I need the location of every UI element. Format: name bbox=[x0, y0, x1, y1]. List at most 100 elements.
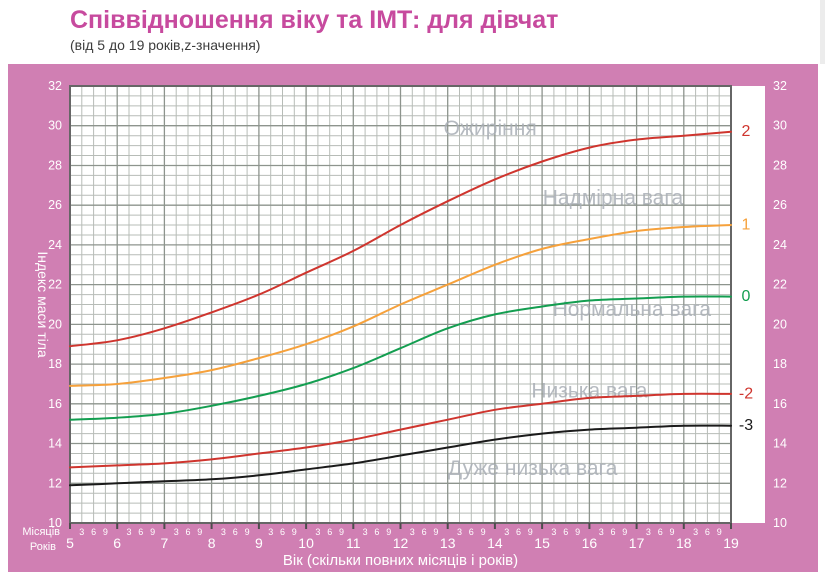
x-tick-month: 6 bbox=[563, 527, 568, 537]
zone-label-0: Ожиріння bbox=[444, 117, 537, 140]
x-tick-month: 6 bbox=[516, 527, 521, 537]
x-tick-year: 19 bbox=[723, 535, 739, 551]
x-tick-month: 3 bbox=[126, 527, 131, 537]
x-tick-month: 3 bbox=[504, 527, 509, 537]
x-tick-month: 6 bbox=[374, 527, 379, 537]
curve-z0 bbox=[69, 295, 732, 421]
curve-z-3 bbox=[69, 424, 732, 487]
x-tick-month: 9 bbox=[433, 527, 438, 537]
y-tick-left: 22 bbox=[48, 278, 62, 292]
x-tick-month: 6 bbox=[233, 527, 238, 537]
x-axis-title: Вік (скільки повних місяців і років) bbox=[283, 552, 518, 569]
x-tick-month: 9 bbox=[669, 527, 674, 537]
y-tick-right: 22 bbox=[773, 278, 787, 292]
x-tick-month: 6 bbox=[138, 527, 143, 537]
x-tick-month: 3 bbox=[646, 527, 651, 537]
x-axis-months-caption: Місяців bbox=[22, 526, 60, 538]
x-tick-year: 12 bbox=[393, 535, 409, 551]
x-axis-years-caption: Років bbox=[30, 541, 56, 553]
y-axis-title: Індекс маси тіла bbox=[35, 251, 51, 358]
y-tick-left: 14 bbox=[48, 437, 62, 451]
x-tick-month: 9 bbox=[292, 527, 297, 537]
page-edge-strip bbox=[820, 0, 825, 64]
y-tick-left: 18 bbox=[48, 357, 62, 371]
curve-label-z+1: 1 bbox=[742, 217, 751, 234]
curve-label-z0: 0 bbox=[742, 288, 751, 305]
x-tick-month: 6 bbox=[280, 527, 285, 537]
x-tick-month: 9 bbox=[481, 527, 486, 537]
chart-header: Співвідношення віку та ІМТ: для дівчат (… bbox=[70, 6, 770, 53]
y-tick-right: 24 bbox=[773, 238, 787, 252]
y-tick-right: 14 bbox=[773, 437, 787, 451]
curve-z+2 bbox=[69, 130, 732, 348]
x-tick-month: 6 bbox=[327, 527, 332, 537]
x-tick-year: 15 bbox=[534, 535, 550, 551]
x-tick-year: 16 bbox=[582, 535, 598, 551]
y-tick-left: 16 bbox=[48, 397, 62, 411]
x-tick-year: 5 bbox=[66, 535, 74, 551]
y-tick-left: 30 bbox=[48, 119, 62, 133]
y-tick-left: 12 bbox=[48, 476, 62, 490]
y-tick-right: 32 bbox=[773, 79, 787, 93]
y-tick-right: 10 bbox=[773, 516, 787, 530]
x-tick-month: 3 bbox=[174, 527, 179, 537]
y-tick-left: 10 bbox=[48, 516, 62, 530]
x-tick-month: 3 bbox=[410, 527, 415, 537]
curve-z-2 bbox=[69, 392, 732, 469]
curve-label-z+2: 2 bbox=[742, 123, 751, 140]
zone-label-2: Нормальна вага bbox=[553, 298, 712, 321]
zone-label-4: Дуже низька вага bbox=[448, 457, 618, 480]
x-tick-month: 3 bbox=[221, 527, 226, 537]
x-tick-year: 14 bbox=[487, 535, 503, 551]
x-tick-year: 11 bbox=[346, 535, 361, 551]
zone-label-1: Надмірна вага bbox=[543, 187, 684, 210]
x-tick-month: 3 bbox=[551, 527, 556, 537]
x-tick-month: 9 bbox=[575, 527, 580, 537]
curve-label-z-3: -3 bbox=[739, 417, 753, 434]
x-tick-month: 3 bbox=[599, 527, 604, 537]
x-tick-year: 9 bbox=[255, 535, 263, 551]
x-tick-month: 3 bbox=[79, 527, 84, 537]
x-tick-month: 9 bbox=[528, 527, 533, 537]
y-tick-right: 16 bbox=[773, 397, 787, 411]
page-title: Співвідношення віку та ІМТ: для дівчат bbox=[70, 6, 559, 34]
x-tick-month: 6 bbox=[658, 527, 663, 537]
x-tick-year: 10 bbox=[298, 535, 314, 551]
x-tick-month: 9 bbox=[150, 527, 155, 537]
x-tick-month: 6 bbox=[610, 527, 615, 537]
x-tick-month: 9 bbox=[622, 527, 627, 537]
y-tick-right: 20 bbox=[773, 317, 787, 331]
x-tick-month: 9 bbox=[386, 527, 391, 537]
y-tick-left: 28 bbox=[48, 159, 62, 173]
x-tick-month: 3 bbox=[457, 527, 462, 537]
y-tick-left: 20 bbox=[48, 317, 62, 331]
zone-label-3: Низька вага bbox=[531, 379, 647, 402]
y-tick-left: 24 bbox=[48, 238, 62, 252]
x-tick-month: 9 bbox=[339, 527, 344, 537]
x-tick-month: 3 bbox=[315, 527, 320, 537]
curve-label-z-2: -2 bbox=[739, 385, 753, 402]
y-tick-left: 32 bbox=[48, 79, 62, 93]
x-tick-month: 3 bbox=[693, 527, 698, 537]
x-tick-month: 6 bbox=[705, 527, 710, 537]
x-tick-year: 7 bbox=[161, 535, 169, 551]
x-tick-year: 17 bbox=[629, 535, 645, 551]
grid-major bbox=[70, 86, 731, 523]
x-tick-month: 9 bbox=[245, 527, 250, 537]
x-tick-year: 18 bbox=[676, 535, 692, 551]
y-tick-left: 26 bbox=[48, 198, 62, 212]
x-tick-month: 9 bbox=[197, 527, 202, 537]
y-tick-right: 12 bbox=[773, 476, 787, 490]
curve-z+1 bbox=[69, 224, 732, 387]
x-tick-month: 6 bbox=[91, 527, 96, 537]
x-tick-year: 8 bbox=[208, 535, 216, 551]
x-tick-month: 9 bbox=[717, 527, 722, 537]
bmi-for-age-chart: Ожиріння Надмірна вага Нормальна вага Низьк… bbox=[22, 79, 787, 569]
x-tick-month: 3 bbox=[268, 527, 273, 537]
y-tick-right: 18 bbox=[773, 357, 787, 371]
x-tick-month: 6 bbox=[422, 527, 427, 537]
chart-panel: Ожиріння Надмірна вага Нормальна вага Низьк… bbox=[8, 64, 818, 572]
y-tick-right: 30 bbox=[773, 119, 787, 133]
page-subtitle: (від 5 до 19 років,z-значення) bbox=[70, 36, 261, 53]
y-tick-right: 28 bbox=[773, 159, 787, 173]
